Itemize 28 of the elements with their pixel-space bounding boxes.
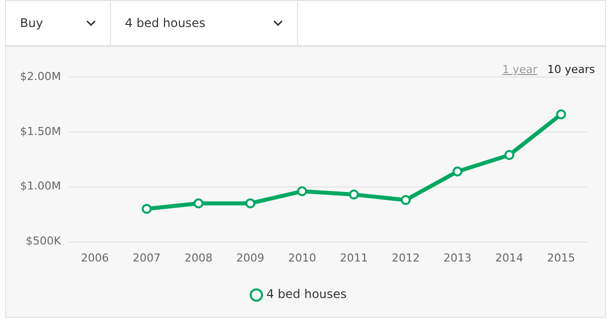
point: [193, 198, 204, 208]
legend-label: 4 bed houses: [266, 287, 347, 302]
point: [400, 195, 411, 206]
y-tick-label: $1.00M: [20, 180, 61, 193]
text: 10 years: [547, 63, 595, 76]
x-tick-label: 2007: [132, 251, 161, 264]
point: [245, 198, 256, 208]
x-tick-label: 2015: [547, 251, 576, 264]
x-tick-label: 2013: [443, 251, 472, 264]
y-tick-label: $1.50M: [20, 124, 61, 138]
text: 4 bed houses: [125, 16, 206, 30]
text: 1 year: [502, 63, 538, 76]
x-tick-label: 2010: [288, 251, 316, 264]
y-tick-label: $2.00M: [20, 70, 61, 83]
x-tick-label: 2009: [236, 251, 264, 264]
point: [297, 186, 308, 196]
point: [142, 204, 152, 214]
y-tick-label: $500K: [26, 234, 62, 248]
point: [556, 109, 566, 120]
x-tick-label: 2006: [80, 251, 109, 264]
x-tick-label: 2014: [495, 251, 524, 264]
x-tick-label: 2011: [340, 251, 368, 264]
x-tick-label: 2012: [392, 251, 420, 264]
point: [348, 190, 359, 200]
point: [452, 166, 462, 176]
text: Buy: [20, 16, 43, 30]
x-tick-label: 2008: [184, 251, 212, 264]
point: [504, 150, 514, 160]
